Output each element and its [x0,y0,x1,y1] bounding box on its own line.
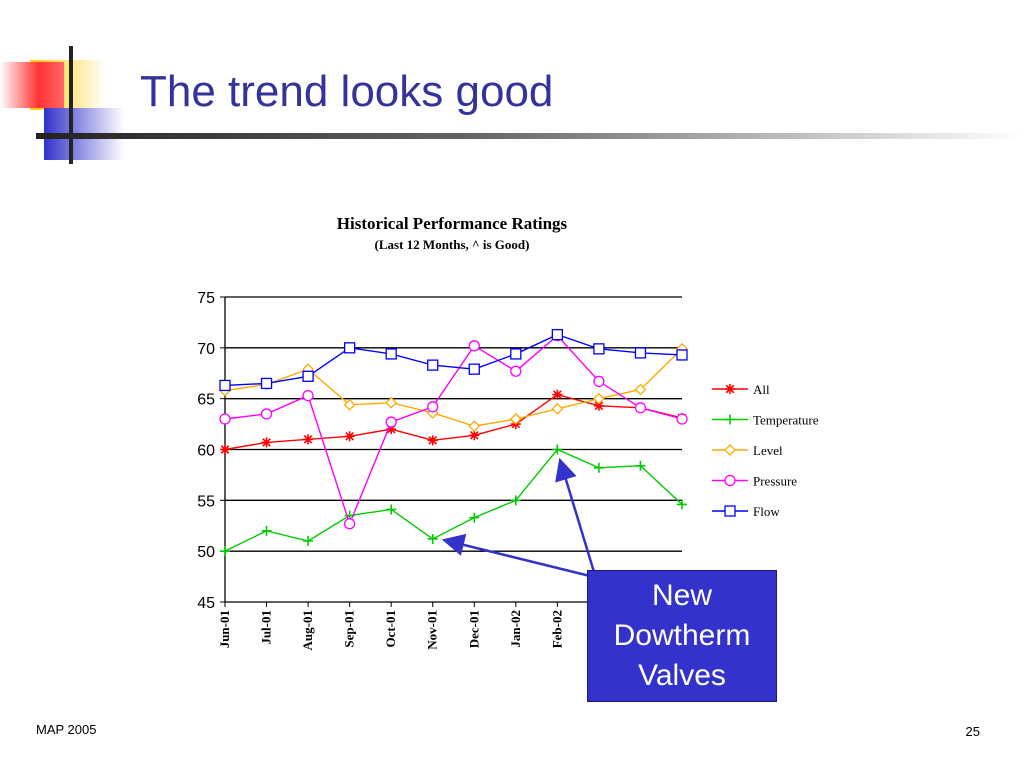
y-tick-label: 65 [197,392,215,409]
callout-line-3: Valves [638,659,726,692]
data-point-all [469,430,480,441]
data-point-all [303,434,314,445]
callout-line-2: Dowtherm [613,619,751,652]
data-point-temperature [303,536,314,546]
title-rule [36,133,1024,139]
y-tick-label: 55 [197,493,215,510]
data-point-pressure [219,413,231,425]
data-point-flow [676,349,688,361]
data-point-temperature [552,444,563,455]
x-tick-label: Oct-01 [383,610,398,648]
x-tick-label: Feb-02 [549,610,564,648]
data-point-temperature [635,460,646,471]
series-line-pressure [224,334,683,526]
data-point-temperature [220,546,230,557]
x-tick-label: Aug-01 [300,610,315,650]
data-point-all [552,389,563,400]
arrow-to-nov [441,533,591,578]
callout-line-1: New [651,579,712,612]
data-point-flow [551,328,564,341]
data-point-level [634,383,647,396]
new-dowtherm-valves-callout: New Dowtherm Valves [587,570,777,702]
data-point-flow [510,348,522,360]
data-point-flow [385,348,397,360]
x-tick-label: Jun-01 [217,610,232,648]
footer-text: MAP 2005 [36,722,97,737]
data-point-temperature [593,462,604,473]
data-point-flow [302,370,314,382]
data-point-flow [593,343,605,355]
x-tick-label: Jan-02 [508,610,523,648]
data-point-pressure [634,402,647,414]
data-point-pressure [302,389,314,402]
legend-label-level: Level [753,443,783,458]
y-tick-label: 70 [197,341,215,358]
data-point-pressure [427,401,439,413]
data-point-pressure [343,518,356,530]
legend-marker-temperature [725,414,735,425]
data-point-level [343,398,356,411]
chart-title: Historical Performance Ratings [337,214,568,233]
legend-marker-pressure [724,474,736,487]
data-point-temperature [677,499,687,510]
data-point-all [593,400,604,411]
legend-label-flow: Flow [753,504,780,519]
data-point-level [592,392,605,405]
data-point-temperature [510,495,521,506]
data-point-flow [468,363,480,375]
series-line-all [224,393,683,451]
data-point-pressure [593,375,605,388]
x-tick-label: Sep-01 [342,610,357,648]
y-tick-label: 60 [197,443,215,460]
series-line-level [224,348,683,427]
y-tick-label: 45 [197,595,215,612]
data-point-level [509,413,522,425]
series-line-flow [224,333,683,387]
callout-arrows [441,457,596,578]
series-line-temperature [224,448,683,552]
data-point-pressure [260,408,273,420]
data-point-temperature [386,504,397,515]
data-point-temperature [427,533,438,544]
arrow-to-feb [555,457,596,573]
slide-title: The trend looks good [140,67,554,116]
legend-marker-flow [724,505,736,517]
legend-marker-level [724,444,736,456]
data-point-temperature [261,525,272,536]
data-point-temperature [469,512,480,523]
data-point-level [468,420,481,433]
data-point-pressure [385,416,397,428]
data-point-flow [634,347,647,359]
x-tick-label: Jul-01 [259,610,274,645]
data-point-all [344,431,355,442]
page-number: 25 [965,724,980,739]
data-point-flow [343,342,356,354]
legend-label-pressure: Pressure [753,474,797,489]
legend-label-temperature: Temperature [753,413,819,428]
data-point-flow [427,359,439,371]
y-tick-label: 50 [197,544,215,561]
data-point-flow [260,377,273,390]
data-point-level [385,396,398,409]
legend-marker-all [725,384,735,394]
x-tick-label: Dec-01 [466,610,481,648]
x-tick-label: Nov-01 [425,610,440,650]
data-point-all [220,444,230,455]
chart-subtitle: (Last 12 Months, ^ is Good) [375,237,530,252]
data-point-all [427,435,438,446]
data-point-all [386,424,397,435]
data-point-all [261,437,272,448]
data-point-pressure [468,340,480,352]
data-point-pressure [676,413,688,425]
legend-label-all: All [753,382,770,397]
data-point-pressure [510,365,522,377]
data-point-flow [219,379,231,392]
y-tick-label: 75 [197,290,215,307]
data-point-level [551,402,564,415]
